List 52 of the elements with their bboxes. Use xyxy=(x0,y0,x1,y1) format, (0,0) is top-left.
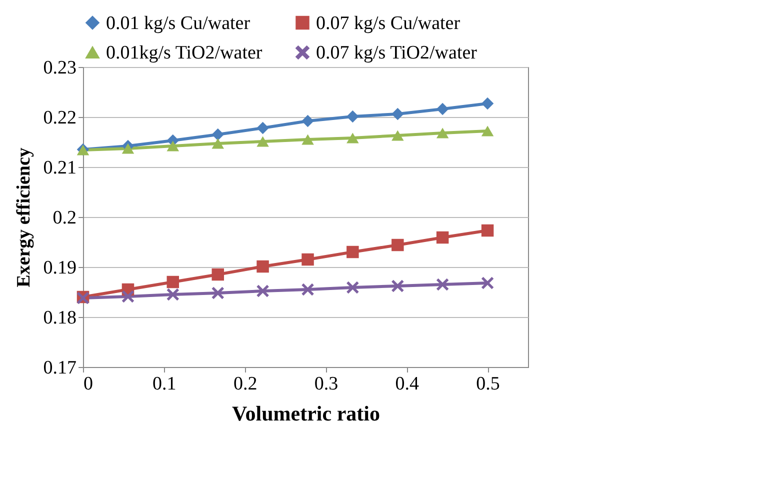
point xyxy=(481,224,494,237)
point xyxy=(436,102,449,116)
point xyxy=(481,126,494,136)
legend-label: 0.07 kg/s TiO2/water xyxy=(316,42,478,64)
x-tick-label: 0.2 xyxy=(233,374,258,394)
point xyxy=(346,281,359,294)
x-tick-label: 0.3 xyxy=(314,374,338,394)
y-tick-label: 0.18 xyxy=(43,308,76,328)
point xyxy=(256,122,269,134)
legend-label: 0.07 kg/s Cu/water xyxy=(316,12,461,34)
legend-label: 0.01 kg/s Cu/water xyxy=(106,12,251,34)
x-tick-label: 0.4 xyxy=(395,374,420,394)
point xyxy=(481,97,494,110)
point xyxy=(256,284,269,298)
point xyxy=(392,108,404,120)
point xyxy=(166,288,180,301)
point xyxy=(346,246,359,258)
x-axis-title: Volumetric ratio xyxy=(232,402,380,426)
point xyxy=(392,130,404,141)
point xyxy=(256,260,269,273)
y-tick-label: 0.23 xyxy=(43,58,76,78)
point xyxy=(166,276,180,288)
point xyxy=(302,134,314,145)
point xyxy=(302,114,314,128)
point xyxy=(436,231,449,244)
point xyxy=(212,138,224,149)
point xyxy=(122,290,134,303)
point xyxy=(436,278,449,291)
point xyxy=(392,238,404,252)
y-axis-title: Exergy efficiency xyxy=(13,147,34,288)
point xyxy=(302,253,314,266)
point xyxy=(212,128,224,141)
y-tick-label: 0.17 xyxy=(43,358,76,378)
x-tick-label: 0.5 xyxy=(476,374,500,394)
x-tick-label: 0.1 xyxy=(152,374,176,394)
y-tick-label: 0.19 xyxy=(43,258,76,278)
y-tick-label: 0.22 xyxy=(43,108,76,128)
y-tick-label: 0.21 xyxy=(43,158,76,178)
point xyxy=(392,280,404,292)
x-tick-label: 0 xyxy=(84,374,93,394)
point xyxy=(256,136,269,147)
point xyxy=(166,140,180,152)
point xyxy=(346,132,359,144)
y-tick-label: 0.2 xyxy=(52,208,76,228)
point xyxy=(122,143,134,154)
point xyxy=(302,283,314,296)
point xyxy=(212,268,224,281)
legend-label: 0.01kg/s TiO2/water xyxy=(106,42,263,64)
point xyxy=(481,276,494,290)
point xyxy=(212,286,224,300)
point xyxy=(346,110,359,123)
point xyxy=(436,128,449,138)
